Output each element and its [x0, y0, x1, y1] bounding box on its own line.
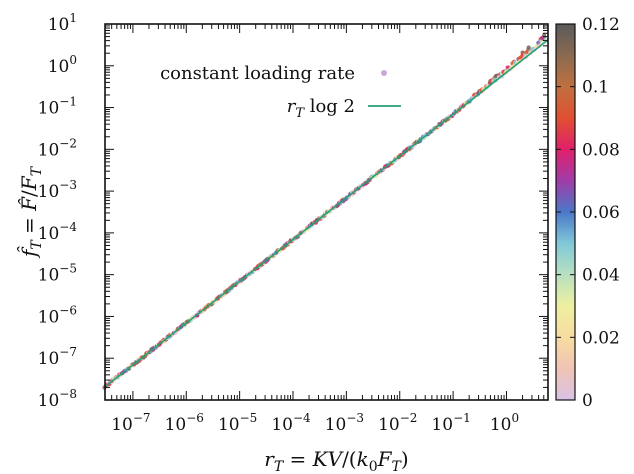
colorbar-tick-label: 0.04 — [582, 266, 620, 286]
x-axis-title: rT = KV/(k0FT) — [264, 447, 408, 474]
colorbar-tick-label: 0.08 — [582, 140, 620, 160]
y-tick-label: 10−1 — [38, 95, 77, 119]
plot-area — [102, 33, 549, 390]
x-tick-label: 10−6 — [165, 411, 204, 435]
x-tick-label: 100 — [490, 411, 519, 435]
y-axis-title: f̂T = F̂/FT — [17, 165, 45, 259]
y-tick-label: 10−4 — [38, 220, 78, 244]
plot-frame — [104, 23, 549, 401]
y-tick-label: 10−6 — [38, 303, 77, 327]
y-tick-label: 101 — [48, 11, 77, 35]
reference-line-rT-log2 — [104, 39, 549, 388]
legend-marker-points — [381, 70, 387, 76]
legend: constant loading rate rT log 2 — [160, 63, 401, 121]
colorbar-tick-label: 0 — [582, 391, 593, 411]
axes: 10−7 10−6 10−5 10−4 10−3 10−2 10−1 100 10−8 10−7 1… — [17, 11, 549, 474]
y-tick-label: 10−2 — [38, 136, 77, 160]
y-tick-label: 10−3 — [38, 178, 77, 202]
y-tick-label: 10−5 — [38, 262, 77, 286]
colorbar: 0 0.02 0.04 0.06 0.08 0.1 0.12 — [555, 15, 620, 411]
x-tick-label: 10−5 — [218, 411, 257, 435]
x-tick-label: 10−4 — [271, 411, 311, 435]
x-tick-label: 10−7 — [111, 411, 150, 435]
colorbar-tick-label: 0.06 — [582, 203, 620, 223]
x-tick-label: 10−2 — [378, 411, 417, 435]
y-tick-label: 10−8 — [38, 387, 77, 411]
legend-label-rT-log2: rT log 2 — [287, 96, 355, 121]
data-point — [526, 45, 531, 50]
y-tick-label: 100 — [48, 53, 77, 77]
x-tick-label: 10−3 — [325, 411, 364, 435]
colorbar-tick-label: 0.12 — [582, 15, 620, 35]
colorbar-tick-label: 0.1 — [582, 78, 609, 98]
x-tick-label: 10−1 — [431, 411, 470, 435]
legend-label-constant-loading-rate: constant loading rate — [160, 63, 355, 84]
colorbar-tick-label: 0.02 — [582, 328, 620, 348]
y-tick-label: 10−7 — [38, 345, 77, 369]
